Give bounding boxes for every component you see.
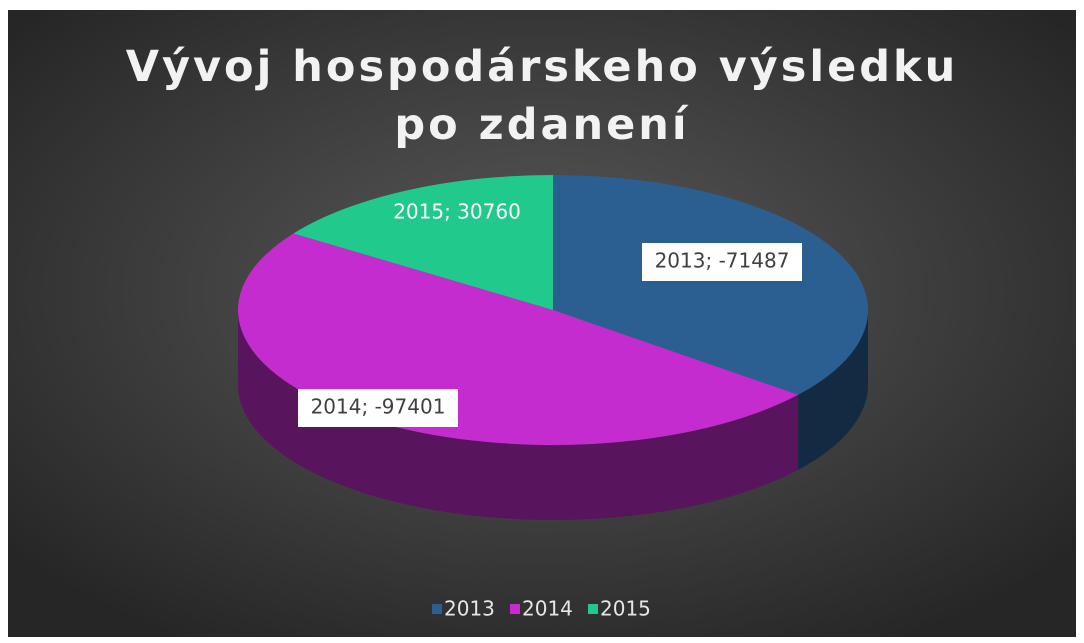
legend-label: 2014	[522, 597, 573, 621]
legend-label: 2015	[600, 597, 651, 621]
chart-title: Vývoj hospodárskeho výsledku po zdanení	[125, 42, 959, 150]
slice	[553, 175, 868, 395]
data-label: 2014; -97401	[311, 395, 446, 419]
slice-side	[798, 310, 868, 470]
legend-label: 2013	[444, 597, 495, 621]
data-label: 2013; -71487	[655, 249, 790, 273]
slice	[293, 175, 553, 310]
data-label-box	[298, 389, 458, 427]
data-label-box	[642, 243, 802, 281]
slice-side	[238, 310, 799, 520]
legend-swatch	[510, 604, 520, 614]
data-label: 2015; 30760	[393, 200, 521, 224]
legend-swatch	[432, 604, 442, 614]
legend-swatch	[588, 604, 598, 614]
